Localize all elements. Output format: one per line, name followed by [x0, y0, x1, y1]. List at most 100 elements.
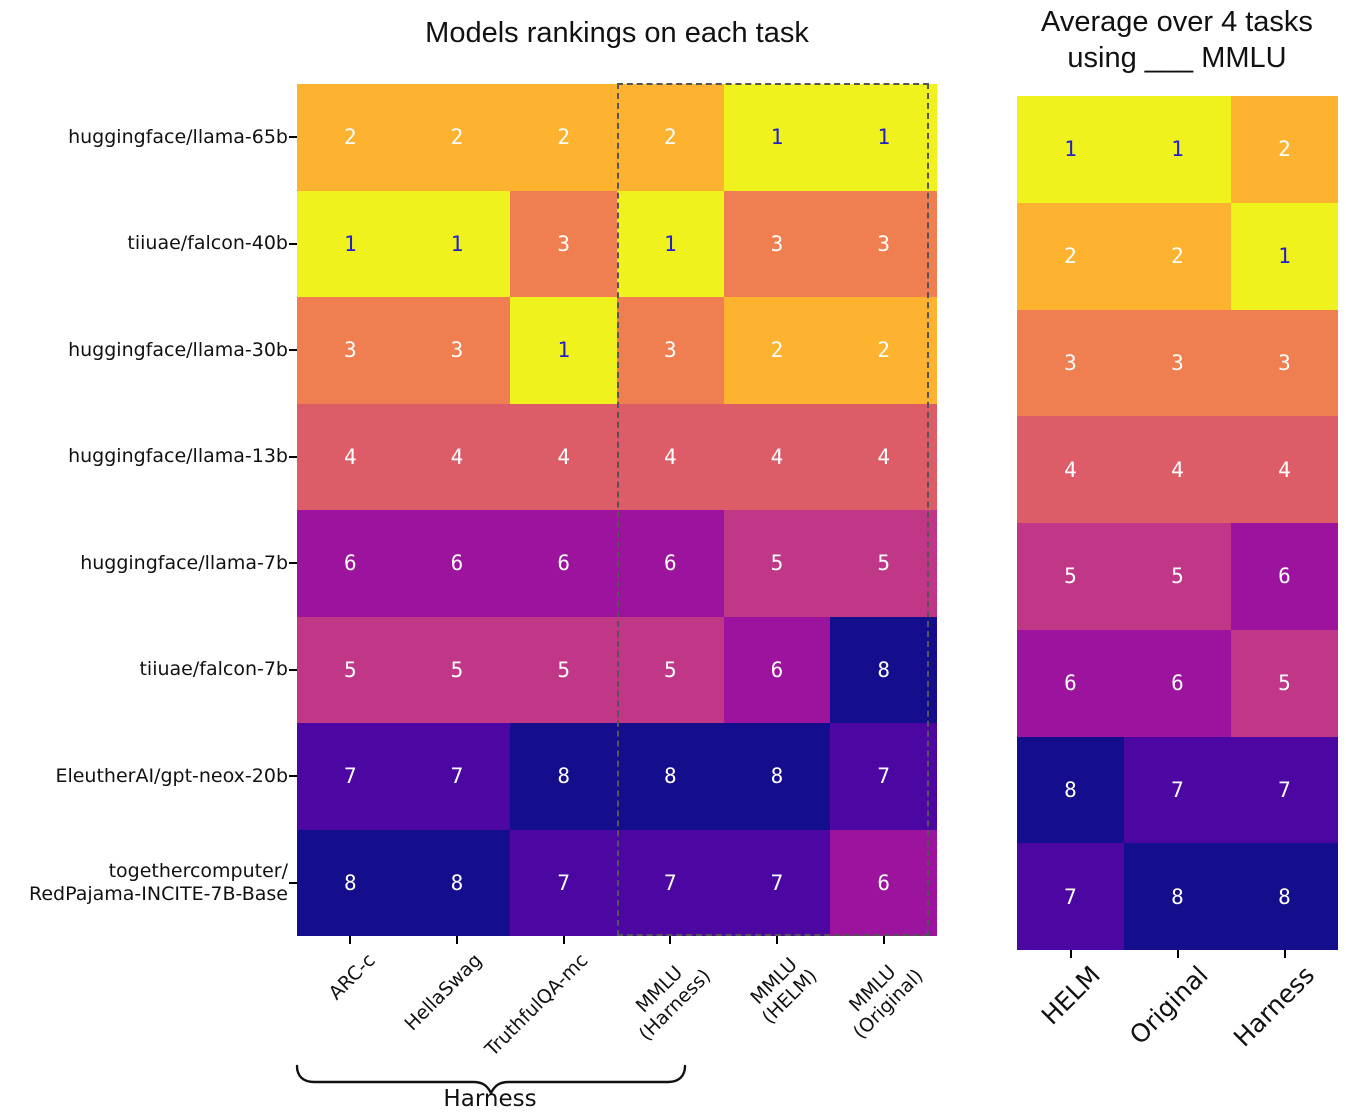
heatmap-cell: 7	[1124, 736, 1231, 844]
heatmap-cell: 5	[830, 510, 937, 617]
heatmap-cell: 1	[403, 190, 511, 297]
axis-tick	[830, 936, 937, 944]
row-label: togethercomputer/ RedPajama-INCITE-7B-Ba…	[29, 859, 288, 905]
heatmap-cell: 5	[510, 616, 617, 723]
column-label: Harness	[1228, 960, 1321, 1053]
heatmap-cell: 4	[510, 403, 617, 510]
row-label: huggingface/llama-65b	[68, 125, 288, 148]
heatmap-cell: 7	[1017, 843, 1124, 950]
heatmap-cell: 7	[1231, 736, 1338, 844]
axis-tick	[404, 936, 511, 944]
heatmap-cell: 6	[616, 510, 724, 617]
heatmap-cell: 2	[1231, 96, 1338, 203]
heatmap-cell: 4	[1231, 416, 1338, 523]
heatmap-cell: 6	[1017, 629, 1124, 737]
column-label: MMLU (Harness)	[631, 961, 715, 1046]
heatmap-cell: 3	[1017, 309, 1124, 417]
heatmap-cell: 5	[1231, 629, 1338, 737]
heatmap-cell: 5	[297, 616, 404, 723]
heatmap-cell: 1	[723, 84, 831, 191]
axis-tick	[1017, 950, 1124, 958]
heatmap-cell: 6	[830, 829, 937, 936]
right-heatmap-x-ticks	[1017, 950, 1338, 958]
axis-tick	[297, 936, 404, 944]
heatmap-cell: 8	[830, 616, 937, 723]
heatmap-cell: 8	[1017, 736, 1124, 844]
heatmap-cell: 6	[297, 510, 404, 617]
heatmap-cell: 4	[1017, 416, 1124, 523]
heatmap-cell: 4	[723, 403, 831, 510]
left-heatmap-x-ticks	[297, 936, 937, 944]
heatmap-cell: 5	[1124, 523, 1231, 630]
heatmap-cell: 6	[510, 510, 617, 617]
axis-tick	[510, 936, 617, 944]
heatmap-cell: 3	[297, 297, 404, 404]
row-label: EleutherAI/gpt-neox-20b	[55, 764, 288, 787]
heatmap-cell: 2	[616, 84, 724, 191]
axis-tick	[289, 191, 297, 298]
heatmap-cell: 8	[616, 723, 724, 830]
heatmap-cell: 5	[1017, 523, 1124, 630]
heatmap-cell: 5	[403, 616, 511, 723]
column-label: HellaSwag	[399, 949, 486, 1036]
row-label: huggingface/llama-7b	[80, 551, 288, 574]
heatmap-cell: 8	[1124, 843, 1231, 950]
heatmap-cell: 8	[723, 723, 831, 830]
column-label: HELM	[1036, 960, 1107, 1031]
heatmap-cell: 3	[1124, 309, 1231, 417]
row-label: huggingface/llama-30b	[68, 338, 288, 361]
column-label: Original	[1123, 960, 1214, 1050]
heatmap-cell: 1	[1017, 96, 1124, 203]
heatmap-cell: 7	[510, 829, 617, 936]
heatmap-cell: 7	[403, 723, 511, 830]
column-label: ARC-c	[324, 949, 380, 1005]
heatmap-cell: 7	[723, 829, 831, 936]
heatmap-cell: 4	[830, 403, 937, 510]
axis-tick	[289, 617, 297, 724]
heatmap-cell: 6	[403, 510, 511, 617]
left-heatmap-row-labels: huggingface/llama-65b tiiuae/falcon-40b hu…	[0, 84, 288, 936]
heatmap-cell: 2	[510, 84, 617, 191]
heatmap-cell: 3	[1231, 309, 1338, 417]
row-label: tiiuae/falcon-7b	[139, 658, 288, 681]
heatmap-cell: 4	[616, 403, 724, 510]
heatmap-cell: 1	[297, 190, 404, 297]
axis-tick	[289, 723, 297, 830]
axis-tick	[289, 84, 297, 191]
axis-tick	[724, 936, 831, 944]
axis-tick	[1231, 950, 1338, 958]
heatmap-cell: 2	[830, 297, 937, 404]
heatmap-cell: 7	[616, 829, 724, 936]
heatmap-cell: 1	[510, 297, 617, 404]
axis-tick	[289, 297, 297, 404]
column-label: MMLU (Original)	[845, 960, 928, 1044]
column-label: TruthfulQA-mc	[481, 949, 593, 1061]
heatmap-cell: 3	[616, 297, 724, 404]
heatmap-cell: 5	[723, 510, 831, 617]
heatmap-cell: 2	[1124, 202, 1231, 310]
heatmap-cell: 4	[1124, 416, 1231, 523]
heatmap-cell: 3	[403, 297, 511, 404]
heatmap-cell: 3	[830, 190, 937, 297]
left-heatmap-title: Models rankings on each task	[425, 17, 809, 49]
right-heatmap-title: Average over 4 tasks using ___ MMLU	[1041, 6, 1313, 74]
heatmap-cell: 6	[1231, 523, 1338, 630]
heatmap-cell: 6	[723, 616, 831, 723]
heatmap-cell: 1	[1124, 96, 1231, 203]
harness-brace-label: Harness	[443, 1086, 537, 1112]
axis-tick	[289, 510, 297, 617]
heatmap-cell: 6	[1124, 629, 1231, 737]
heatmap-cell: 2	[403, 84, 511, 191]
axis-tick	[617, 936, 724, 944]
heatmap-cell: 7	[297, 723, 404, 830]
heatmap-cell: 1	[830, 84, 937, 191]
heatmap-cell: 8	[297, 829, 404, 936]
heatmap-cell: 1	[1231, 202, 1338, 310]
left-heatmap-y-ticks	[289, 84, 297, 936]
heatmap-cell: 3	[510, 190, 617, 297]
row-label: huggingface/llama-13b	[68, 445, 288, 468]
heatmap-cell: 4	[297, 403, 404, 510]
heatmap-cell: 2	[297, 84, 404, 191]
